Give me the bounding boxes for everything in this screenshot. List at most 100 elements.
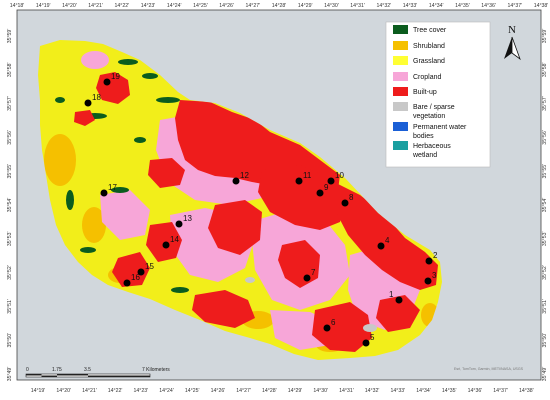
- site-dot: [295, 177, 303, 185]
- site-marker-3: 3: [424, 271, 437, 285]
- site-dot: [100, 189, 108, 197]
- site-label: 9: [324, 183, 329, 192]
- site-marker-1: 1: [389, 290, 403, 304]
- top-tick-label: 14°18': [10, 3, 25, 9]
- site-marker-7: 7: [303, 268, 316, 282]
- site-dot: [175, 220, 183, 228]
- site-label: 2: [433, 251, 438, 260]
- left-tick-label: 35°53': [7, 231, 13, 246]
- top-tick-label: 14°36': [481, 3, 496, 9]
- site-label: 3: [432, 271, 437, 280]
- site-marker-14: 14: [162, 235, 179, 249]
- site-dot: [103, 78, 111, 86]
- legend-label: Cropland: [413, 74, 442, 81]
- left-tick-label: 35°51': [7, 299, 13, 314]
- site-label: 5: [370, 333, 375, 342]
- site-marker-9: 9: [316, 183, 329, 197]
- top-tick-label: 14°34': [429, 3, 444, 9]
- left-tick-label: 35°57': [7, 96, 13, 111]
- site-marker-4: 4: [377, 236, 390, 250]
- site-label: 17: [108, 183, 117, 192]
- bottom-tick-label: 14°34': [416, 388, 431, 394]
- legend-label: Tree cover: [413, 27, 447, 34]
- left-tick-label: 35°56': [7, 130, 13, 145]
- site-marker-8: 8: [341, 193, 354, 207]
- map-border: [16, 9, 542, 381]
- legend-label: Permanent water bodies: [413, 124, 467, 140]
- legend-swatch: [393, 102, 408, 111]
- bottom-tick-label: 14°33': [390, 388, 405, 394]
- right-tick-label: 35°53': [542, 231, 548, 246]
- top-tick-label: 14°20': [62, 3, 77, 9]
- legend-item: Bare / sparse vegetation: [393, 102, 455, 120]
- legend-label: Grassland: [413, 58, 445, 65]
- site-marker-12: 12: [232, 171, 249, 185]
- site-marker-17: 17: [100, 183, 117, 197]
- site-marker-6: 6: [323, 318, 336, 332]
- site-marker-2: 2: [425, 251, 438, 265]
- bottom-tick-label: 14°36': [468, 388, 483, 394]
- right-tick-label: 35°59': [542, 29, 548, 44]
- top-tick-label: 14°37': [507, 3, 522, 9]
- bottom-tick-labels: 14°19' 14°20' 14°21' 14°22' 14°23' 14°24' 14°2…: [31, 388, 534, 394]
- site-dot: [303, 274, 311, 282]
- top-tick-label: 14°32': [376, 3, 391, 9]
- legend-swatch: [393, 72, 408, 81]
- bottom-tick-label: 14°26': [211, 388, 226, 394]
- site-label: 7: [311, 268, 316, 277]
- bottom-tick-label: 14°20': [56, 388, 71, 394]
- top-tick-label: 14°29': [298, 3, 313, 9]
- site-dot: [424, 277, 432, 285]
- bottom-tick-label: 14°23': [133, 388, 148, 394]
- top-tick-label: 14°31': [350, 3, 365, 9]
- bottom-tick-label: 14°19': [31, 388, 46, 394]
- north-arrow-left-half: [504, 37, 512, 59]
- site-dot: [425, 257, 433, 265]
- legend-swatch: [393, 25, 408, 34]
- legend: Tree cover Shrubland Grassland Cropland Buil…: [385, 21, 491, 168]
- left-tick-label: 35°55': [7, 164, 13, 179]
- bottom-tick-label: 14°21': [82, 388, 97, 394]
- site-marker-16: 16: [123, 273, 140, 287]
- legend-item: Permanent water bodies: [393, 122, 467, 140]
- bottom-tick-label: 14°22': [108, 388, 123, 394]
- island: [38, 40, 442, 360]
- left-tick-label: 35°54': [7, 198, 13, 213]
- legend-label: Herbaceous wetland: [412, 143, 451, 159]
- right-tick-label: 35°50': [542, 333, 548, 348]
- legend-label: Bare / sparse vegetation: [413, 104, 455, 120]
- top-tick-labels: 14°18' 14°19' 14°20' 14°21' 14°22' 14°23' 14°2…: [10, 3, 549, 9]
- top-tick-label: 14°30': [324, 3, 339, 9]
- map-credit: Esri, TomTom, Garmin, METI/NASA, USGS: [454, 367, 524, 371]
- site-label: 6: [331, 318, 336, 327]
- top-tick-label: 14°23': [141, 3, 156, 9]
- bottom-tick-label: 14°35': [442, 388, 457, 394]
- top-tick-label: 14°27': [245, 3, 260, 9]
- site-marker-10: 10: [327, 171, 344, 185]
- bottom-tick-label: 14°31': [339, 388, 354, 394]
- legend-swatch: [393, 141, 408, 150]
- site-dot: [137, 268, 145, 276]
- site-dot: [327, 177, 335, 185]
- site-label: 1: [389, 290, 394, 299]
- bottom-tick-label: 14°25': [185, 388, 200, 394]
- site-label: 13: [183, 214, 192, 223]
- legend-item: Shrubland: [393, 41, 445, 50]
- right-tick-label: 35°57': [542, 96, 548, 111]
- built-up-areas: [74, 72, 438, 352]
- site-dot: [395, 296, 403, 304]
- bottom-tick-label: 14°37': [493, 388, 508, 394]
- site-dot: [316, 189, 324, 197]
- site-dot: [123, 279, 131, 287]
- legend-swatch: [393, 56, 408, 65]
- site-dot: [232, 177, 240, 185]
- site-marker-5: 5: [362, 333, 375, 347]
- left-tick-label: 35°58': [7, 62, 13, 77]
- top-tick-label: 14°28': [272, 3, 287, 9]
- legend-swatch: [393, 122, 408, 131]
- top-tick-label: 14°25': [193, 3, 208, 9]
- bottom-tick-label: 14°30': [313, 388, 328, 394]
- site-dot: [362, 339, 370, 347]
- north-arrow: N: [504, 24, 521, 61]
- scale-label-0: 0: [26, 367, 29, 373]
